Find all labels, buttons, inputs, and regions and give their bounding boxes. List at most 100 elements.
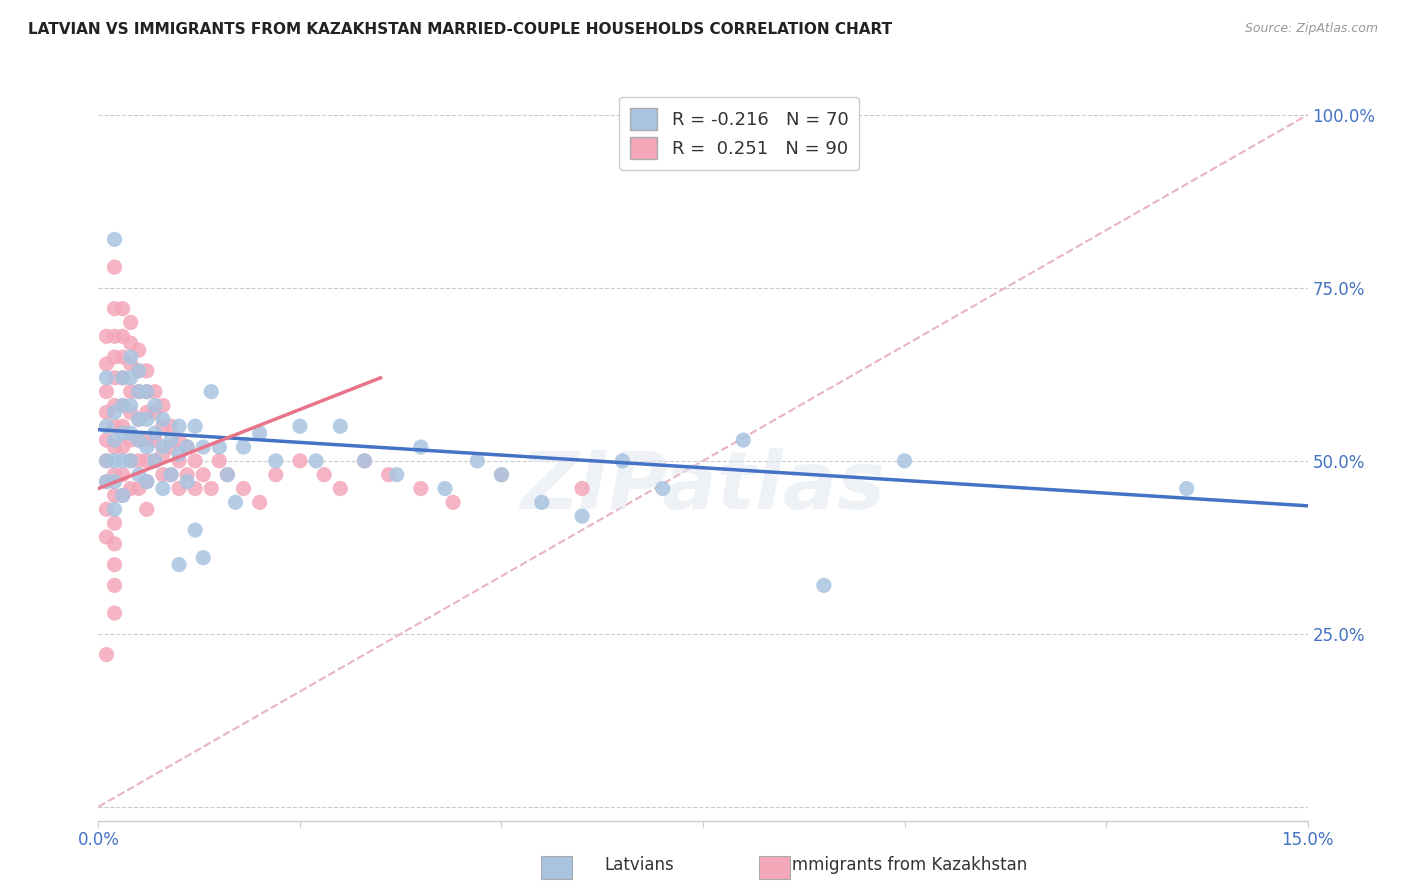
Point [128,364,150,378]
Point [120,454,142,468]
Point [200,482,222,496]
Legend: R = -0.216   N = 70, R =  0.251   N = 90: R = -0.216 N = 70, R = 0.251 N = 90 [619,96,859,169]
Point [111,467,134,482]
Point [143,405,166,419]
Point [96,454,118,468]
Point [217,467,239,482]
Point [264,467,287,482]
Point [120,357,142,371]
Point [135,475,157,489]
Point [329,482,352,496]
Point [103,371,125,385]
Point [96,384,118,399]
Point [143,426,166,441]
Point [111,426,134,441]
Point [135,384,157,399]
Point [111,488,134,502]
Point [103,502,125,516]
Point [128,384,150,399]
Point [103,232,125,246]
Point [128,433,150,447]
Point [193,440,215,454]
Point [135,502,157,516]
Point [128,384,150,399]
Point [184,523,207,537]
Point [167,433,190,447]
Point [128,482,150,496]
Point [128,364,150,378]
Point [167,419,190,434]
Point [103,433,125,447]
Point [103,467,125,482]
Point [135,440,157,454]
Point [193,467,215,482]
Text: Latvians: Latvians [605,856,675,874]
Point [612,454,634,468]
Point [491,467,513,482]
Point [103,578,125,592]
Point [103,350,125,364]
Point [264,454,287,468]
Point [120,482,142,496]
Point [193,550,215,565]
Point [152,399,174,413]
Point [143,399,166,413]
Point [288,454,311,468]
Point [128,412,150,426]
Point [208,440,231,454]
Point [249,426,271,441]
Point [135,405,157,419]
Point [305,454,328,468]
Point [111,399,134,413]
Point [135,384,157,399]
Point [733,433,755,447]
Point [96,371,118,385]
Point [249,495,271,509]
Point [465,454,488,468]
Point [651,482,673,496]
Point [120,384,142,399]
Point [152,419,174,434]
Point [103,537,125,551]
Point [160,419,183,434]
Point [377,467,399,482]
Point [1175,482,1198,496]
Point [96,530,118,544]
Point [111,371,134,385]
Point [409,440,432,454]
Point [314,467,336,482]
Point [96,475,118,489]
Text: Immigrants from Kazakhstan: Immigrants from Kazakhstan [787,856,1028,874]
Point [160,440,183,454]
Point [409,482,432,496]
Point [128,433,150,447]
Point [135,454,157,468]
Point [152,447,174,461]
Point [96,357,118,371]
Point [96,648,118,662]
Point [813,578,835,592]
Point [491,467,513,482]
Point [96,475,118,489]
Point [135,433,157,447]
Point [152,412,174,426]
Point [571,482,593,496]
Point [111,454,134,468]
Point [120,371,142,385]
Point [288,419,311,434]
Point [135,412,157,426]
Point [103,516,125,530]
Point [111,301,134,316]
Point [232,440,254,454]
Point [128,343,150,358]
Point [103,329,125,343]
Point [96,502,118,516]
Text: LATVIAN VS IMMIGRANTS FROM KAZAKHSTAN MARRIED-COUPLE HOUSEHOLDS CORRELATION CHAR: LATVIAN VS IMMIGRANTS FROM KAZAKHSTAN MA… [28,22,893,37]
Point [167,447,190,461]
Point [111,350,134,364]
Point [184,482,207,496]
Point [103,399,125,413]
Point [135,364,157,378]
Point [103,419,125,434]
Point [120,426,142,441]
